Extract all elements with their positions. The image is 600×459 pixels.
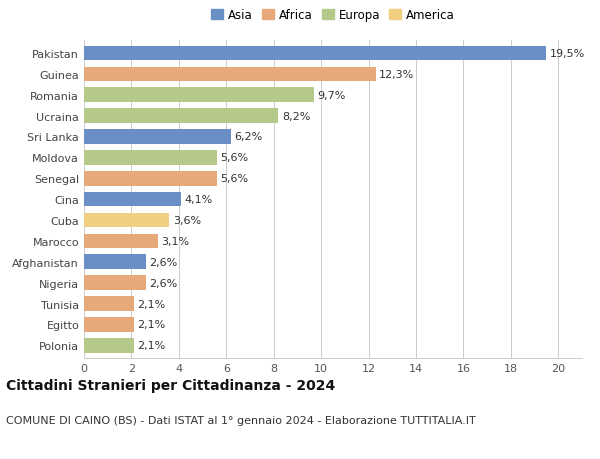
Text: 4,1%: 4,1% xyxy=(185,195,213,205)
Bar xyxy=(84,172,217,186)
Bar xyxy=(84,338,134,353)
Legend: Asia, Africa, Europa, America: Asia, Africa, Europa, America xyxy=(211,9,455,22)
Text: 2,1%: 2,1% xyxy=(137,319,166,330)
Bar xyxy=(84,67,376,82)
Bar xyxy=(84,192,181,207)
Bar xyxy=(84,109,278,123)
Text: COMUNE DI CAINO (BS) - Dati ISTAT al 1° gennaio 2024 - Elaborazione TUTTITALIA.I: COMUNE DI CAINO (BS) - Dati ISTAT al 1° … xyxy=(6,415,476,425)
Text: 12,3%: 12,3% xyxy=(379,70,415,80)
Text: 2,6%: 2,6% xyxy=(149,278,178,288)
Bar xyxy=(84,276,146,290)
Text: 5,6%: 5,6% xyxy=(220,153,248,163)
Bar xyxy=(84,151,217,165)
Text: Cittadini Stranieri per Cittadinanza - 2024: Cittadini Stranieri per Cittadinanza - 2… xyxy=(6,379,335,392)
Bar xyxy=(84,255,146,269)
Text: 2,6%: 2,6% xyxy=(149,257,178,267)
Bar xyxy=(84,46,547,61)
Text: 5,6%: 5,6% xyxy=(220,174,248,184)
Bar xyxy=(84,213,169,228)
Bar xyxy=(84,88,314,103)
Text: 6,2%: 6,2% xyxy=(235,132,263,142)
Bar xyxy=(84,317,134,332)
Text: 9,7%: 9,7% xyxy=(317,90,346,101)
Bar xyxy=(84,297,134,311)
Text: 8,2%: 8,2% xyxy=(282,112,310,121)
Text: 2,1%: 2,1% xyxy=(137,341,166,351)
Bar xyxy=(84,234,158,249)
Bar xyxy=(84,130,231,145)
Text: 19,5%: 19,5% xyxy=(550,49,585,59)
Text: 2,1%: 2,1% xyxy=(137,299,166,309)
Text: 3,6%: 3,6% xyxy=(173,216,201,225)
Text: 3,1%: 3,1% xyxy=(161,236,189,246)
